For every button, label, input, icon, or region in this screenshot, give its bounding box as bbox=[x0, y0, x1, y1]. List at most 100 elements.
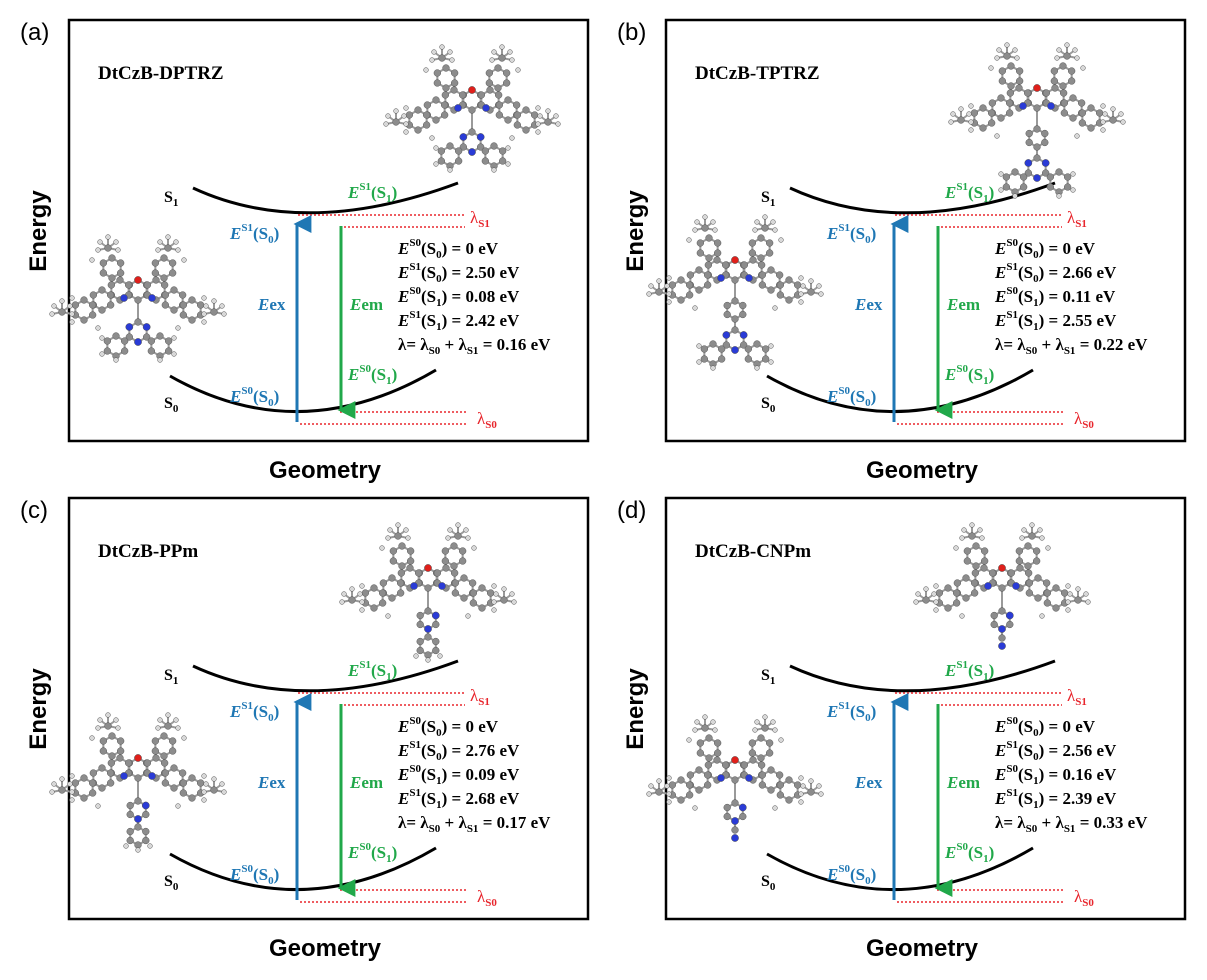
e-s0-s0-value: ES0(S0) = 0 eV bbox=[397, 715, 499, 739]
diagram-panel-a: (a) Geometry Energy DtCzB-DPTRZ S1 S0 ES… bbox=[0, 0, 600, 490]
energy-values: ES0(S0) = 0 eV ES1(S0) = 2.76 eV ES0(S1)… bbox=[397, 715, 551, 835]
e-s1-s1-label: ES1(S1) bbox=[944, 181, 994, 205]
energy-values: ES0(S0) = 0 eV ES1(S0) = 2.50 eV ES0(S1)… bbox=[397, 237, 551, 357]
s0-curve bbox=[169, 368, 437, 413]
e-s1-s0-value: ES1(S0) = 2.66 eV bbox=[994, 261, 1117, 285]
eem-label: Eem bbox=[349, 773, 383, 792]
eex-label: Eex bbox=[257, 295, 286, 314]
e-s1-s0-label: ES1(S0) bbox=[826, 700, 876, 724]
e-s0-s0-label: ES0(S0) bbox=[229, 863, 279, 887]
s1-label: S1 bbox=[164, 667, 178, 687]
eex-label: Eex bbox=[854, 295, 883, 314]
lambda-s0-label: λS0 bbox=[477, 409, 497, 431]
s1-curve bbox=[192, 181, 459, 215]
e-s1-s1-value: ES1(S1) = 2.39 eV bbox=[994, 787, 1117, 811]
molecule-title: DtCzB-PPm bbox=[98, 541, 198, 562]
molecule-title: DtCzB-CNPm bbox=[695, 541, 811, 562]
y-axis-label: Energy bbox=[25, 190, 52, 272]
s1-label: S1 bbox=[164, 189, 178, 209]
s0-label: S0 bbox=[761, 395, 776, 415]
molecule-s0-geometry-image bbox=[646, 214, 824, 371]
eem-label: Eem bbox=[946, 295, 980, 314]
lambda-value: λ= λS0 + λS1 = 0.22 eV bbox=[995, 335, 1148, 357]
e-s1-s0-label: ES1(S0) bbox=[229, 222, 279, 246]
diagram-panel-c: (c) Geometry Energy DtCzB-PPm S1 S0 ES1(… bbox=[0, 478, 600, 968]
e-s0-s1-label: ES0(S1) bbox=[944, 363, 994, 387]
lambda-value: λ= λS0 + λS1 = 0.17 eV bbox=[398, 813, 551, 835]
e-s1-s1-label: ES1(S1) bbox=[944, 659, 994, 683]
molecule-s1-geometry-image bbox=[339, 522, 517, 663]
e-s1-s0-value: ES1(S0) = 2.50 eV bbox=[397, 261, 520, 285]
x-axis-label: Geometry bbox=[866, 935, 979, 962]
e-s0-s1-value: ES0(S1) = 0.09 eV bbox=[397, 763, 520, 787]
molecule-title: DtCzB-DPTRZ bbox=[98, 63, 224, 84]
molecule-s0-geometry-image bbox=[646, 714, 824, 842]
y-axis-label: Energy bbox=[622, 668, 649, 750]
e-s1-s0-label: ES1(S0) bbox=[826, 222, 876, 246]
e-s0-s1-value: ES0(S1) = 0.16 eV bbox=[994, 763, 1117, 787]
s0-curve bbox=[766, 846, 1034, 891]
molecule-s0-geometry-image bbox=[49, 712, 227, 853]
e-s0-s1-label: ES0(S1) bbox=[944, 841, 994, 865]
panel-label: (d) bbox=[617, 497, 646, 524]
e-s0-s0-value: ES0(S0) = 0 eV bbox=[397, 237, 499, 261]
eem-label: Eem bbox=[946, 773, 980, 792]
e-s0-s1-label: ES0(S1) bbox=[347, 841, 397, 865]
panel-svg: (d) Geometry Energy DtCzB-CNPm S1 S0 ES1… bbox=[617, 496, 1187, 962]
x-axis-label: Geometry bbox=[269, 935, 382, 962]
diagram-panel-b: (b) Geometry Energy DtCzB-TPTRZ S1 S0 ES… bbox=[597, 0, 1197, 490]
plot-frame bbox=[67, 496, 590, 921]
e-s0-s0-label: ES0(S0) bbox=[229, 385, 279, 409]
molecule-s0-geometry-image bbox=[49, 234, 227, 363]
molecule-s1-geometry-image bbox=[913, 522, 1091, 650]
lambda-value: λ= λS0 + λS1 = 0.33 eV bbox=[995, 813, 1148, 835]
e-s0-s1-value: ES0(S1) = 0.08 eV bbox=[397, 285, 520, 309]
e-s1-s1-value: ES1(S1) = 2.55 eV bbox=[994, 309, 1117, 333]
panel-svg: (b) Geometry Energy DtCzB-TPTRZ S1 S0 ES… bbox=[617, 18, 1187, 484]
plot-frame bbox=[67, 18, 590, 443]
lambda-s1-label: λS1 bbox=[470, 208, 490, 230]
e-s1-s0-value: ES1(S0) = 2.56 eV bbox=[994, 739, 1117, 763]
molecule-s1-geometry-image bbox=[948, 42, 1126, 199]
energy-values: ES0(S0) = 0 eV ES1(S0) = 2.66 eV ES0(S1)… bbox=[994, 237, 1148, 357]
energy-values: ES0(S0) = 0 eV ES1(S0) = 2.56 eV ES0(S1)… bbox=[994, 715, 1148, 835]
lambda-s0-label: λS0 bbox=[477, 887, 497, 909]
lambda-s0-label: λS0 bbox=[1074, 887, 1094, 909]
e-s1-s0-value: ES1(S0) = 2.76 eV bbox=[397, 739, 520, 763]
e-s1-s0-label: ES1(S0) bbox=[229, 700, 279, 724]
x-axis-label: Geometry bbox=[269, 457, 382, 484]
e-s1-s1-label: ES1(S1) bbox=[347, 659, 397, 683]
plot-frame bbox=[664, 18, 1187, 443]
eem-label: Eem bbox=[349, 295, 383, 314]
plot-frame bbox=[664, 496, 1187, 921]
x-axis-label: Geometry bbox=[866, 457, 979, 484]
s0-label: S0 bbox=[761, 873, 776, 893]
e-s0-s0-label: ES0(S0) bbox=[826, 385, 876, 409]
e-s0-s0-label: ES0(S0) bbox=[826, 863, 876, 887]
panel-svg: (a) Geometry Energy DtCzB-DPTRZ S1 S0 ES… bbox=[20, 18, 590, 484]
s0-label: S0 bbox=[164, 873, 179, 893]
e-s1-s1-value: ES1(S1) = 2.42 eV bbox=[397, 309, 520, 333]
s0-curve bbox=[766, 368, 1034, 413]
e-s1-s1-value: ES1(S1) = 2.68 eV bbox=[397, 787, 520, 811]
lambda-value: λ= λS0 + λS1 = 0.16 eV bbox=[398, 335, 551, 357]
s1-label: S1 bbox=[761, 189, 775, 209]
e-s0-s0-value: ES0(S0) = 0 eV bbox=[994, 237, 1096, 261]
molecule-s1-geometry-image bbox=[383, 44, 561, 173]
lambda-s1-label: λS1 bbox=[1067, 686, 1087, 708]
y-axis-label: Energy bbox=[622, 190, 649, 272]
lambda-s0-label: λS0 bbox=[1074, 409, 1094, 431]
panel-svg: (c) Geometry Energy DtCzB-PPm S1 S0 ES1(… bbox=[20, 496, 590, 962]
panel-label: (b) bbox=[617, 19, 646, 46]
e-s1-s1-label: ES1(S1) bbox=[347, 181, 397, 205]
e-s0-s0-value: ES0(S0) = 0 eV bbox=[994, 715, 1096, 739]
s0-curve bbox=[169, 846, 437, 891]
lambda-s1-label: λS1 bbox=[470, 686, 490, 708]
diagram-panel-d: (d) Geometry Energy DtCzB-CNPm S1 S0 ES1… bbox=[597, 478, 1197, 968]
lambda-s1-label: λS1 bbox=[1067, 208, 1087, 230]
eex-label: Eex bbox=[854, 773, 883, 792]
s0-label: S0 bbox=[164, 395, 179, 415]
eex-label: Eex bbox=[257, 773, 286, 792]
panel-label: (c) bbox=[20, 497, 48, 524]
y-axis-label: Energy bbox=[25, 668, 52, 750]
